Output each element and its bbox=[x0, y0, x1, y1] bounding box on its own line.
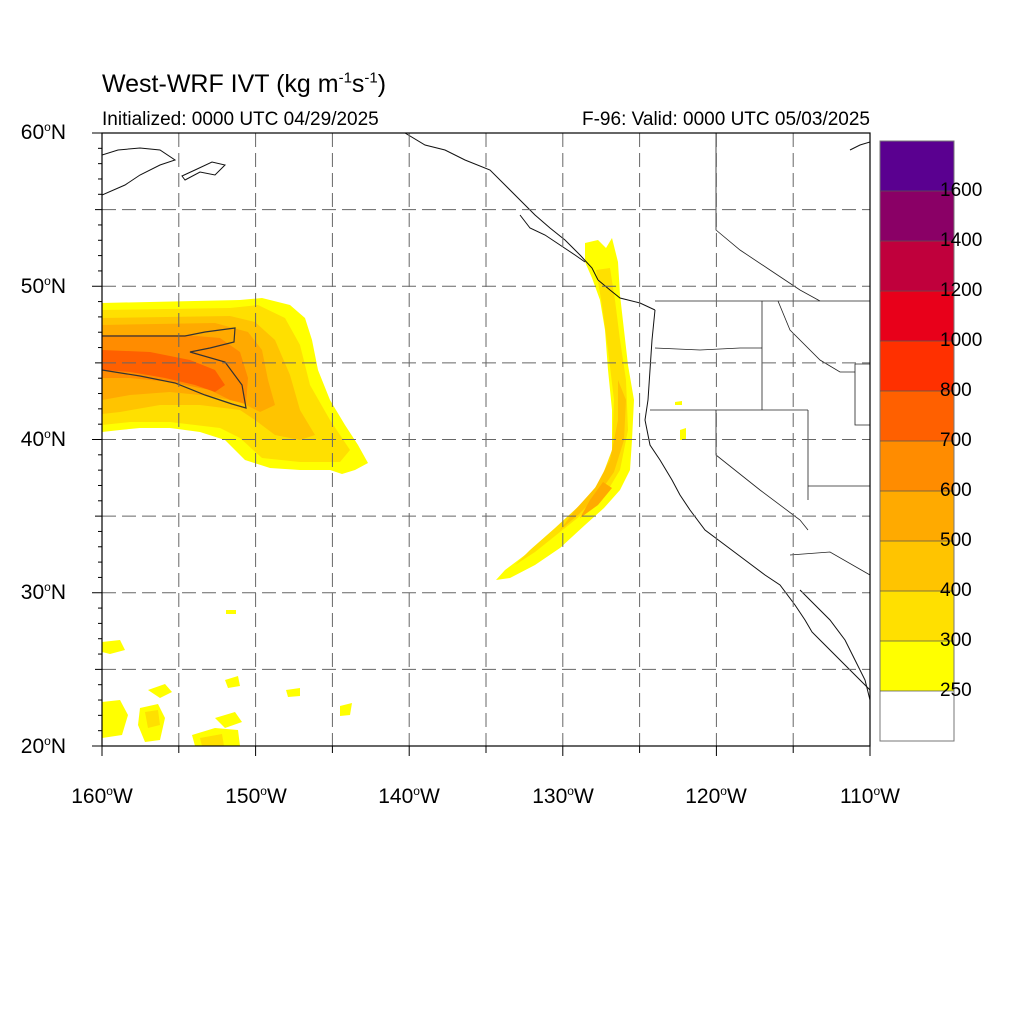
colorbar-swatch bbox=[880, 641, 954, 691]
axis-ticks bbox=[92, 132, 871, 756]
x-tick-140w: 140oW bbox=[378, 784, 440, 808]
coastline-bc-islands bbox=[519, 214, 586, 263]
colorbar bbox=[879, 140, 955, 742]
x-tick-150w: 150oW bbox=[225, 784, 287, 808]
ivt-patch bbox=[215, 712, 242, 728]
ivt-field bbox=[102, 238, 686, 746]
chart-title: West-WRF IVT (kg m-1s-1) bbox=[102, 69, 387, 98]
coastline-baja-gulf bbox=[799, 589, 870, 701]
x-tick-130w: 130oW bbox=[532, 784, 594, 808]
x-tick-120w: 120oW bbox=[685, 784, 747, 808]
ivt-patch bbox=[680, 428, 686, 440]
coastlines bbox=[102, 133, 870, 701]
border-idaho-montana bbox=[777, 300, 855, 373]
colorbar-label: 500 bbox=[940, 530, 972, 551]
ivt-plume-700 bbox=[102, 350, 225, 392]
ivt-patch bbox=[225, 676, 240, 688]
ivt-patch bbox=[286, 688, 300, 697]
ivt-patch bbox=[102, 640, 125, 654]
colorbar-label: 1400 bbox=[940, 230, 983, 251]
ivt-patch bbox=[226, 610, 236, 614]
colorbar-label: 800 bbox=[940, 380, 972, 401]
coastline-us-west bbox=[644, 309, 870, 691]
ivt-contour-500 bbox=[102, 327, 247, 409]
coastline-alaska-islands bbox=[181, 161, 226, 181]
y-tick-60n: 60oN bbox=[20, 120, 66, 144]
colorbar-swatch bbox=[880, 541, 954, 591]
coastline-northeast-corner bbox=[849, 141, 870, 151]
y-tick-50n: 50oN bbox=[20, 274, 66, 298]
colorbar-swatch bbox=[880, 291, 954, 341]
colorbar-label: 250 bbox=[940, 680, 972, 701]
x-tick-110w: 110oW bbox=[840, 784, 900, 808]
border-wyoming-box bbox=[854, 363, 870, 426]
border-washington-oregon bbox=[654, 347, 762, 351]
y-tick-20n: 20oN bbox=[20, 734, 66, 758]
graticule bbox=[102, 133, 870, 746]
init-time-label: Initialized: 0000 UTC 04/29/2025 bbox=[102, 109, 379, 130]
colorbar-label: 1200 bbox=[940, 280, 983, 301]
ivt-patch bbox=[675, 401, 682, 405]
border-us-mexico bbox=[789, 551, 870, 576]
colorbar-label: 600 bbox=[940, 480, 972, 501]
colorbar-label: 400 bbox=[940, 580, 972, 601]
y-tick-30n: 30oN bbox=[20, 580, 66, 604]
coastline-alaska bbox=[102, 147, 177, 196]
colorbar-swatch bbox=[880, 441, 954, 491]
colorbar-swatch bbox=[880, 191, 954, 241]
colorbar-swatch bbox=[880, 591, 954, 641]
colorbar-label: 1000 bbox=[940, 330, 983, 351]
colorbar-swatch bbox=[880, 491, 954, 541]
coastline-alaska-panhandle bbox=[404, 133, 599, 281]
colorbar-swatch bbox=[880, 241, 954, 291]
colorbar-swatch bbox=[880, 341, 954, 391]
ivt-patch bbox=[145, 710, 160, 728]
y-tick-40n: 40oN bbox=[20, 427, 66, 451]
ivt-patch bbox=[200, 734, 224, 746]
valid-time-label: F-96: Valid: 0000 UTC 05/03/2025 bbox=[582, 109, 870, 130]
colorbar-swatch bbox=[880, 691, 954, 741]
colorbar-swatch bbox=[880, 391, 954, 441]
ivt-patch bbox=[102, 700, 128, 738]
ivt-ar-band-500 bbox=[580, 482, 612, 518]
colorbar-label: 1600 bbox=[940, 180, 983, 201]
ivt-patch bbox=[148, 684, 172, 698]
ivt-patch bbox=[340, 703, 352, 716]
colorbar-label: 300 bbox=[940, 630, 972, 651]
x-tick-160w: 160oW bbox=[71, 784, 133, 808]
colorbar-label: 700 bbox=[940, 430, 972, 451]
colorbar-swatch bbox=[880, 141, 954, 191]
